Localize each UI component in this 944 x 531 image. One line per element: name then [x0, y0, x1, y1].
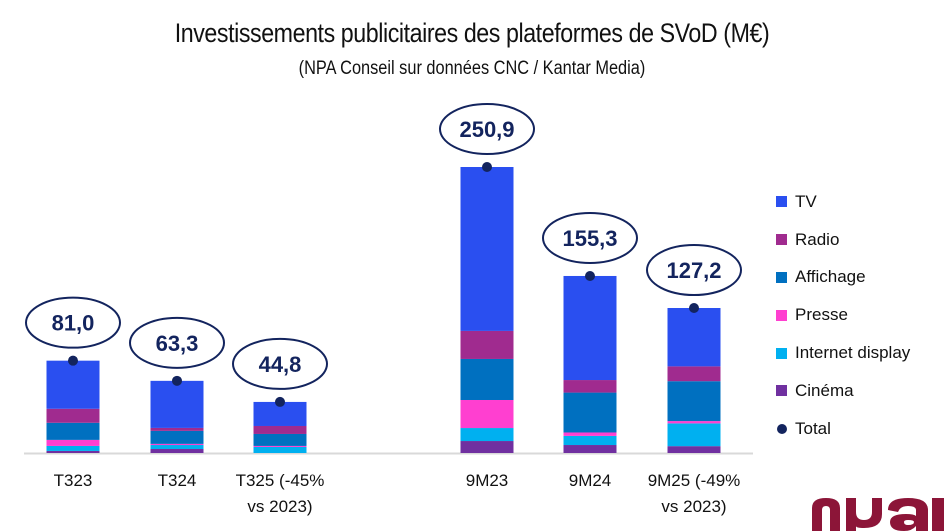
legend-swatch-tv	[776, 196, 787, 208]
bar-segment-radio-9m25-49-vs-2023	[667, 366, 721, 382]
total-callout-9m24	[542, 211, 638, 264]
total-marker-9m23	[482, 162, 492, 172]
bar-segment-cinema-t324	[150, 449, 204, 453]
total-label-9m24: 155,3	[562, 226, 617, 251]
total-callout-t323	[25, 296, 121, 349]
total-callout-9m25-49-vs-2023	[646, 244, 742, 297]
total-callout-t325-45-vs-2023	[232, 337, 328, 390]
legend-item-tv: TV	[776, 183, 910, 221]
chart-legend: TV Radio Affichage Presse Internet display Ci…	[776, 183, 910, 448]
legend-label-radio: Radio	[795, 229, 840, 249]
total-marker-9m25-49-vs-2023	[689, 303, 699, 314]
bar-segment-cinema-9m23	[460, 441, 514, 453]
legend-label-presse: Presse	[795, 305, 848, 325]
legend-swatch-internet-display	[776, 347, 787, 359]
total-label-9m23: 250,9	[459, 117, 514, 142]
legend-swatch-affichage	[776, 271, 787, 283]
bar-segment-cinema-t323	[46, 450, 100, 453]
total-callout-t324	[129, 316, 225, 369]
x-tick-label-t324: T324	[158, 471, 197, 490]
bar-segment-tv-t323	[46, 360, 100, 409]
chart-title: Investissements publicitaires des platef…	[174, 18, 770, 48]
bar-segment-presse-9m23	[460, 399, 514, 429]
x-tick-label-t325-45-vs-2023-line2: vs 2023)	[247, 497, 312, 516]
bar-segment-affichage-t325-45-vs-2023	[253, 433, 307, 446]
bar-segment-presse-9m24	[563, 432, 617, 436]
total-marker-t325-45-vs-2023	[275, 396, 285, 407]
legend-label-affichage: Affichage	[795, 267, 866, 287]
total-label-9m25-49-vs-2023: 127,2	[666, 258, 721, 283]
total-callout-9m23	[439, 103, 535, 155]
legend-swatch-cinema	[776, 385, 787, 397]
legend-item-affichage: Affichage	[776, 259, 910, 297]
total-marker-t324	[172, 375, 182, 386]
bar-segment-presse-t324	[150, 443, 204, 446]
bar-segment-radio-t324	[150, 427, 204, 431]
legend-item-internet-display: Internet display	[776, 334, 910, 372]
bar-segment-radio-t325-45-vs-2023	[253, 425, 307, 434]
x-tick-label-9m25-49-vs-2023-line1: 9M25 (-49%	[648, 471, 741, 490]
bar-segment-tv-9m23	[460, 167, 514, 331]
legend-item-presse: Presse	[776, 296, 910, 334]
x-tick-label-t323: T323	[54, 471, 93, 490]
bar-segment-affichage-9m25-49-vs-2023	[667, 381, 721, 422]
bar-segment-internet-display-9m24	[563, 435, 617, 446]
bar-segment-tv-9m25-49-vs-2023	[667, 308, 721, 367]
legend-swatch-presse	[776, 309, 787, 321]
legend-item-total: Total	[776, 410, 910, 448]
legend-item-radio: Radio	[776, 221, 910, 259]
bar-segment-presse-t323	[46, 439, 100, 446]
legend-label-tv: TV	[795, 191, 817, 211]
bar-segment-presse-9m25-49-vs-2023	[667, 421, 721, 424]
bar-segment-tv-t324	[150, 380, 204, 428]
bar-segment-radio-t323	[46, 408, 100, 423]
logo-p	[846, 498, 882, 531]
total-label-t324: 63,3	[156, 331, 199, 356]
bar-segment-tv-9m24	[563, 275, 617, 381]
x-tick-label-9m23: 9M23	[466, 471, 509, 490]
bar-segment-radio-9m24	[563, 380, 617, 393]
legend-swatch-radio	[776, 234, 787, 246]
legend-label-total: Total	[795, 418, 831, 438]
total-label-t323: 81,0	[52, 311, 95, 336]
logo-edge	[932, 498, 944, 531]
bar-segment-affichage-9m24	[563, 392, 617, 433]
legend-label-internet-display: Internet display	[795, 343, 911, 363]
bar-segment-internet-display-9m23	[460, 428, 514, 442]
total-label-t325-45-vs-2023: 44,8	[259, 352, 302, 377]
bar-segment-internet-display-t325-45-vs-2023	[253, 446, 307, 453]
x-tick-label-9m24: 9M24	[569, 471, 612, 490]
chart-subtitle: (NPA Conseil sur données CNC / Kantar Me…	[298, 58, 646, 79]
logo-n	[812, 498, 840, 531]
logo-a	[888, 498, 928, 531]
total-marker-t323	[68, 355, 78, 366]
bar-segment-affichage-9m23	[460, 358, 514, 400]
total-marker-9m24	[585, 270, 595, 281]
bar-segment-radio-9m23	[460, 330, 514, 359]
x-tick-label-9m25-49-vs-2023-line2: vs 2023)	[661, 497, 726, 516]
bar-segment-cinema-9m24	[563, 445, 617, 453]
legend-swatch-total	[777, 423, 787, 434]
bar-segment-affichage-t324	[150, 430, 204, 444]
legend-label-cinema: Cinéma	[795, 380, 854, 400]
bar-segment-internet-display-t323	[46, 445, 100, 451]
bar-segment-cinema-9m25-49-vs-2023	[667, 446, 721, 453]
x-tick-label-t325-45-vs-2023-line1: T325 (-45%	[236, 471, 325, 490]
legend-item-cinema: Cinéma	[776, 372, 910, 410]
bar-segment-internet-display-t324	[150, 445, 204, 450]
bar-segment-presse-t325-45-vs-2023	[253, 445, 307, 447]
npa-logo	[812, 498, 944, 531]
bar-segment-affichage-t323	[46, 422, 100, 440]
bar-segment-internet-display-9m25-49-vs-2023	[667, 423, 721, 447]
